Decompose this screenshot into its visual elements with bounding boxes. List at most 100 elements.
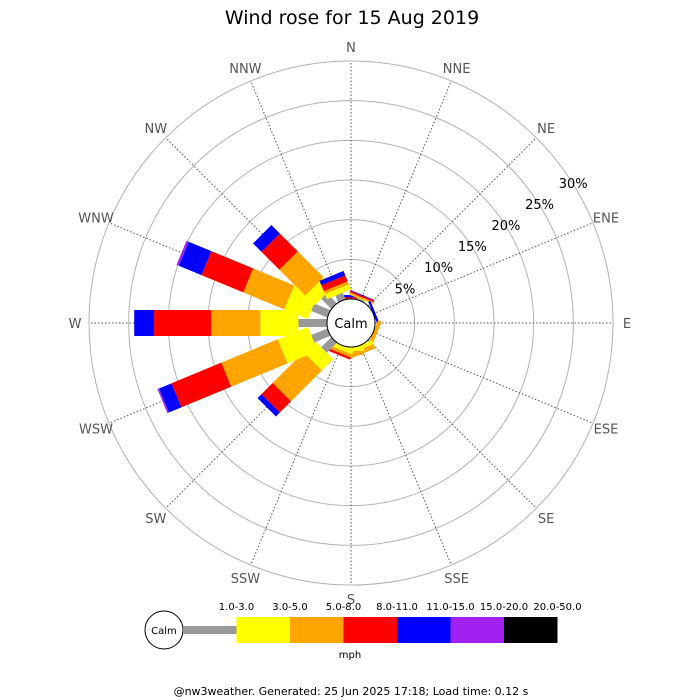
direction-label-e: E xyxy=(623,317,631,332)
calm-center: Calm xyxy=(326,298,376,348)
speed-legend: Calm 1.0-3.0 3.0-5.0 5.0-8.0 8.0-11.0 11.0-1… xyxy=(144,602,582,661)
radial-tick-labels: 5% 10% 15% 20% 25% 30% xyxy=(395,177,588,297)
calm-circle xyxy=(326,298,376,348)
legend-bin-label: 20.0-50.0 xyxy=(533,602,581,613)
bar-group-nnw xyxy=(319,270,352,303)
grid-ring-6 xyxy=(88,60,614,586)
direction-label-w: W xyxy=(69,317,82,332)
bar-nw-bin-5 xyxy=(253,225,280,252)
direction-label-wnw: WNW xyxy=(78,211,114,226)
spoke-nne xyxy=(359,80,452,302)
spoke-sse xyxy=(359,344,452,566)
bar-group-ese xyxy=(368,320,382,346)
legend-swatch-2 xyxy=(236,617,290,643)
bar-nnw-bin-3 xyxy=(323,281,349,295)
bar-sw-bin-3 xyxy=(272,352,322,402)
bar-group-nne xyxy=(348,289,375,305)
bar-wsw-bin-5 xyxy=(158,383,182,413)
bar-wsw-bin-3 xyxy=(221,339,288,387)
legend-bin-label: 3.0-5.0 xyxy=(272,602,307,613)
radial-tick-label: 10% xyxy=(424,261,453,276)
footer-text: @nw3weather. Generated: 25 Jun 2025 17:1… xyxy=(174,685,529,698)
grid-ring-5 xyxy=(128,100,574,546)
bar-nne-bin-1 xyxy=(356,297,365,303)
bar-wsw-bin-4 xyxy=(171,362,232,408)
bar-ene-bin-5 xyxy=(368,300,381,326)
bar-nw-bin-3 xyxy=(279,251,324,296)
direction-label-wsw: WSW xyxy=(79,423,113,438)
bar-nne-bin-3 xyxy=(349,292,374,304)
direction-label-sw: SW xyxy=(145,512,166,527)
direction-label-nne: NNE xyxy=(443,62,471,77)
bar-nne-bin-2 xyxy=(348,293,374,305)
legend-bin-label: 15.0-20.0 xyxy=(480,602,528,613)
radial-tick-label: 5% xyxy=(395,282,416,297)
wind-bars xyxy=(134,225,382,417)
calm-label: Calm xyxy=(334,317,367,332)
spoke-ene xyxy=(372,222,594,315)
bar-w-bin-2 xyxy=(260,310,299,336)
radial-tick-label: 15% xyxy=(458,240,487,255)
legend-units: mph xyxy=(339,650,361,661)
bar-nne-bin-5 xyxy=(350,289,375,301)
direction-label-ne: NE xyxy=(537,122,555,137)
bar-wsw-bin-6 xyxy=(157,388,169,414)
direction-label-n: N xyxy=(346,41,356,56)
bar-w-bin-5 xyxy=(134,310,155,336)
direction-label-s: S xyxy=(347,593,355,608)
direction-label-ese: ESE xyxy=(594,423,619,438)
direction-labels: N NNE NE ENE E ESE SE SSE S SSW SW WSW W WNW NW NNW xyxy=(69,41,632,608)
bar-nw-bin-1 xyxy=(321,293,337,309)
direction-label-ene: ENE xyxy=(593,211,619,226)
direction-label-nw: NW xyxy=(145,122,168,137)
bar-wnw-bin-6 xyxy=(176,240,189,266)
bar-sw-bin-5 xyxy=(257,394,280,417)
bar-nnw-bin-5 xyxy=(319,270,346,286)
bar-nnw-bin-2 xyxy=(324,284,352,300)
bar-nw-bin-4 xyxy=(261,233,298,270)
bar-wnw-bin-5 xyxy=(178,241,212,276)
bar-ssw-bin-3 xyxy=(326,344,353,358)
bar-group-ene xyxy=(368,300,381,326)
legend-swatch-3 xyxy=(290,617,344,643)
bar-wsw-bin-1 xyxy=(311,328,331,343)
radial-tick-label: 20% xyxy=(491,219,520,234)
bar-w-bin-4 xyxy=(154,310,212,336)
bar-nne-bin-4 xyxy=(349,290,375,303)
bar-sw-bin-1 xyxy=(321,337,337,353)
bar-wnw-bin-3 xyxy=(243,268,295,310)
legend-swatch-6 xyxy=(450,617,504,643)
direction-label-se: SE xyxy=(538,512,554,527)
bar-group-w xyxy=(134,310,327,336)
chart-title: Wind rose for 15 Aug 2019 xyxy=(225,7,479,29)
bar-ese-bin-3 xyxy=(368,320,382,346)
direction-label-nnw: NNW xyxy=(229,62,261,77)
radial-tick-label: 25% xyxy=(525,198,554,213)
bar-wnw-bin-4 xyxy=(201,251,254,293)
spoke-ese xyxy=(372,331,594,424)
spoke-ssw xyxy=(250,344,343,566)
bar-ssw-bin-4 xyxy=(325,347,351,360)
direction-label-sse: SSE xyxy=(444,572,469,587)
bar-wnw-bin-1 xyxy=(311,303,331,318)
legend-bin-label: 5.0-8.0 xyxy=(326,602,361,613)
bar-w-bin-1 xyxy=(298,319,327,327)
legend-bin-label: 1.0-3.0 xyxy=(219,602,254,613)
bar-w-bin-3 xyxy=(211,310,261,336)
bar-nnw-bin-4 xyxy=(321,275,348,292)
legend-swatch-1 xyxy=(183,626,237,634)
legend-calm-label: Calm xyxy=(151,626,177,637)
direction-label-ssw: SSW xyxy=(231,572,261,587)
legend-swatch-5 xyxy=(397,617,451,643)
radial-tick-label: 30% xyxy=(559,177,588,192)
spoke-nnw xyxy=(250,80,343,302)
bar-sw-bin-4 xyxy=(261,382,292,413)
bar-group-wsw xyxy=(157,326,331,414)
legend-swatch-7 xyxy=(504,617,558,643)
spoke-ne xyxy=(367,137,537,307)
legend-bin-label: 8.0-11.0 xyxy=(376,602,418,613)
spoke-se xyxy=(367,339,537,509)
legend-swatch-4 xyxy=(343,617,397,643)
